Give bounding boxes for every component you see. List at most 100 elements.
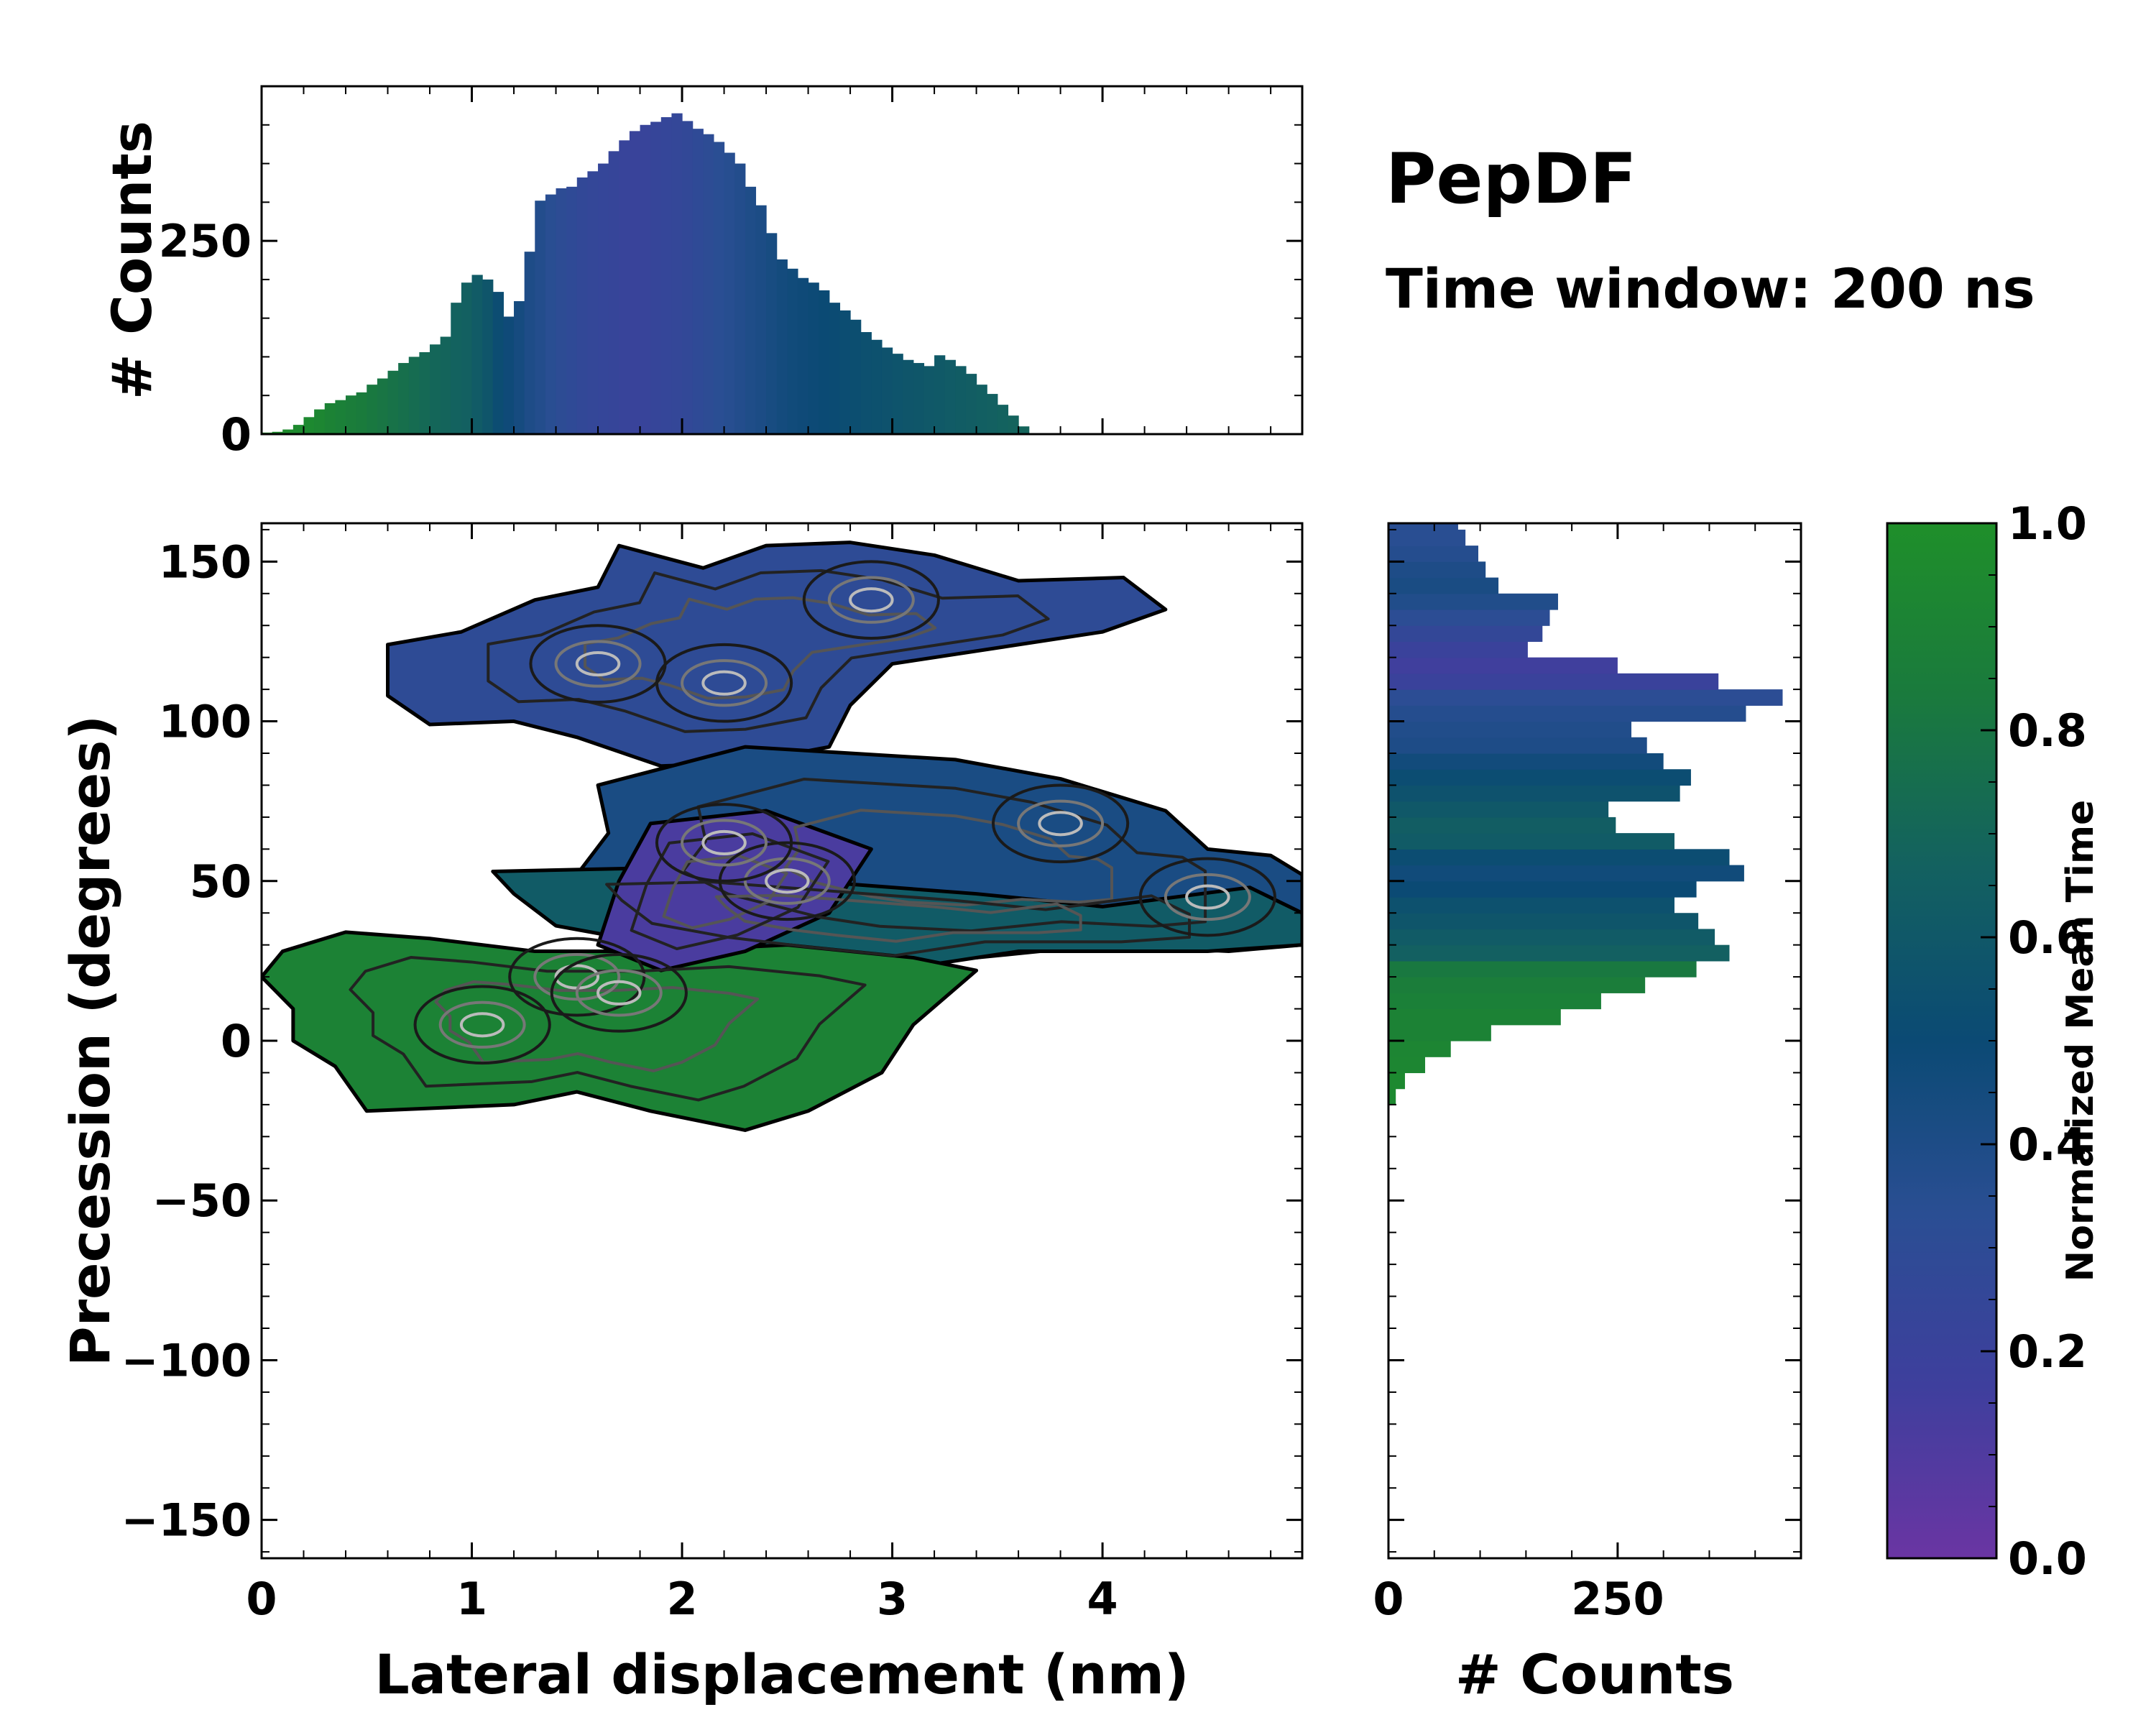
map-region-upper-band	[386, 540, 1168, 768]
right-hist-bar	[1388, 434, 1572, 451]
right-hist-bar	[1388, 689, 1783, 706]
top-hist-bar	[482, 279, 494, 434]
map-peak-contour	[575, 969, 663, 1017]
map-peak-contour	[1185, 884, 1230, 910]
top-hist-bar	[787, 268, 798, 434]
top-hist-bar	[346, 395, 357, 434]
top-hist-bar	[377, 378, 389, 434]
right-hist-bar	[1388, 593, 1558, 610]
top-hist-bar	[492, 292, 505, 434]
right-hist-bar	[1388, 546, 1479, 562]
map-peak-contour	[681, 659, 768, 707]
top-hist-bar	[419, 351, 430, 434]
top-hist-bar	[1008, 415, 1019, 434]
right-hist-bar	[1388, 466, 1524, 482]
right-hist-bar	[1388, 482, 1491, 498]
top-hist-bar	[556, 188, 567, 434]
top-hist-bar	[471, 275, 483, 434]
right-x-tick-label: 0	[1373, 1573, 1404, 1625]
map-peak-contour	[701, 670, 747, 696]
top-hist-bar	[819, 290, 830, 434]
right-hist-bar	[1388, 1057, 1426, 1074]
plot-subtitle: Time window: 200 ns	[1386, 257, 2035, 321]
top-hist-bar	[408, 356, 420, 434]
right-histogram	[1388, 322, 1783, 1105]
joint-map-axes: 0 1 2 3 4 −150 −100 −50 0 50 100 150	[121, 523, 1302, 1625]
top-hist-bar	[871, 339, 883, 434]
top-hist-bar	[692, 129, 704, 434]
map-peak-contour	[554, 640, 642, 688]
plot-title: PepDF	[1386, 139, 1636, 219]
colorbar-label: Normalized Mean Time	[2059, 800, 2102, 1282]
top-hist-bar	[314, 409, 326, 434]
top-hist-bar	[766, 233, 778, 434]
top-hist-bar	[703, 134, 714, 434]
right-hist-bar	[1388, 386, 1509, 402]
right-hist-bar	[1388, 450, 1549, 466]
right-hist-bar	[1388, 721, 1632, 738]
right-hist-bar	[1388, 402, 1572, 418]
top-hist-bar	[1018, 426, 1030, 434]
colorbar-axes: 0.0 0.2 0.4 0.6 0.8 1.0	[1981, 497, 2087, 1585]
top-hist-bar	[881, 347, 893, 434]
map-peak-contour	[575, 651, 621, 677]
top-hist-bar	[524, 252, 535, 434]
right-hist-bar	[1388, 753, 1664, 770]
right-hist-bar	[1388, 769, 1691, 786]
map-peak-contour	[459, 1012, 505, 1038]
top-hist-bar	[608, 151, 619, 434]
right-hist-bar	[1388, 418, 1616, 434]
top-hist-bar	[745, 186, 757, 434]
top-hist-bar	[566, 186, 578, 434]
top-hist-bar	[892, 354, 903, 434]
right-hist-bar	[1388, 929, 1715, 946]
top-hist-bar	[303, 417, 315, 434]
joint-map-frame	[260, 522, 1304, 1560]
right-hist-bar	[1388, 1008, 1561, 1026]
right-hist-bar	[1388, 977, 1646, 993]
joint-map	[262, 540, 1302, 1132]
right-hist-bar	[1388, 880, 1697, 898]
top-hist-bar	[335, 400, 346, 434]
right-hist-bar	[1388, 816, 1616, 834]
right-hist-bar	[1388, 1041, 1451, 1057]
top-hist-bar	[829, 303, 841, 434]
top-hist-bar	[387, 370, 399, 434]
top-hist-bar	[923, 366, 935, 434]
top-hist-bar	[660, 117, 673, 434]
right-hist-bar	[1388, 960, 1697, 978]
x-tick-label: 1	[456, 1573, 487, 1625]
y-tick-label: 150	[159, 535, 252, 588]
top-hist-bar	[440, 336, 451, 434]
top-hist-bar	[640, 124, 651, 434]
map-contour	[662, 854, 788, 929]
top-hist-bar	[997, 405, 1009, 434]
top-hist-bar	[398, 363, 410, 434]
right-hist-bar	[1388, 561, 1486, 579]
right-hist-bar	[1388, 1024, 1491, 1041]
y-tick-label: 0	[221, 1015, 252, 1067]
right-hist-bar	[1388, 338, 1488, 354]
right-hist-bar	[1388, 577, 1499, 594]
right-hist-bar	[1388, 737, 1647, 754]
top-hist-bar	[776, 259, 788, 434]
top-hist-bar	[619, 140, 630, 434]
top-hist-bar	[987, 394, 998, 434]
map-peak-contour	[681, 819, 768, 867]
map-contour	[714, 893, 1082, 943]
top-hist-bar	[503, 316, 515, 434]
joint-map-xlabel: Lateral displacement (nm)	[374, 1642, 1189, 1706]
right-hist-bar	[1388, 913, 1699, 930]
right-hist-bar	[1388, 833, 1674, 850]
right-hist-bar	[1388, 641, 1528, 658]
top-hist-bar	[808, 282, 819, 434]
map-peak-contour	[550, 953, 688, 1033]
map-peak-contour	[701, 829, 747, 856]
colorbar-tick-label: 0.0	[2008, 1532, 2087, 1585]
right-x-tick-label: 250	[1571, 1573, 1664, 1625]
colorbar-tick-label: 0.2	[2008, 1325, 2087, 1378]
right-hist-bar	[1388, 322, 1447, 339]
top-hist-bar	[367, 385, 378, 434]
top-hist-bar	[451, 303, 462, 434]
